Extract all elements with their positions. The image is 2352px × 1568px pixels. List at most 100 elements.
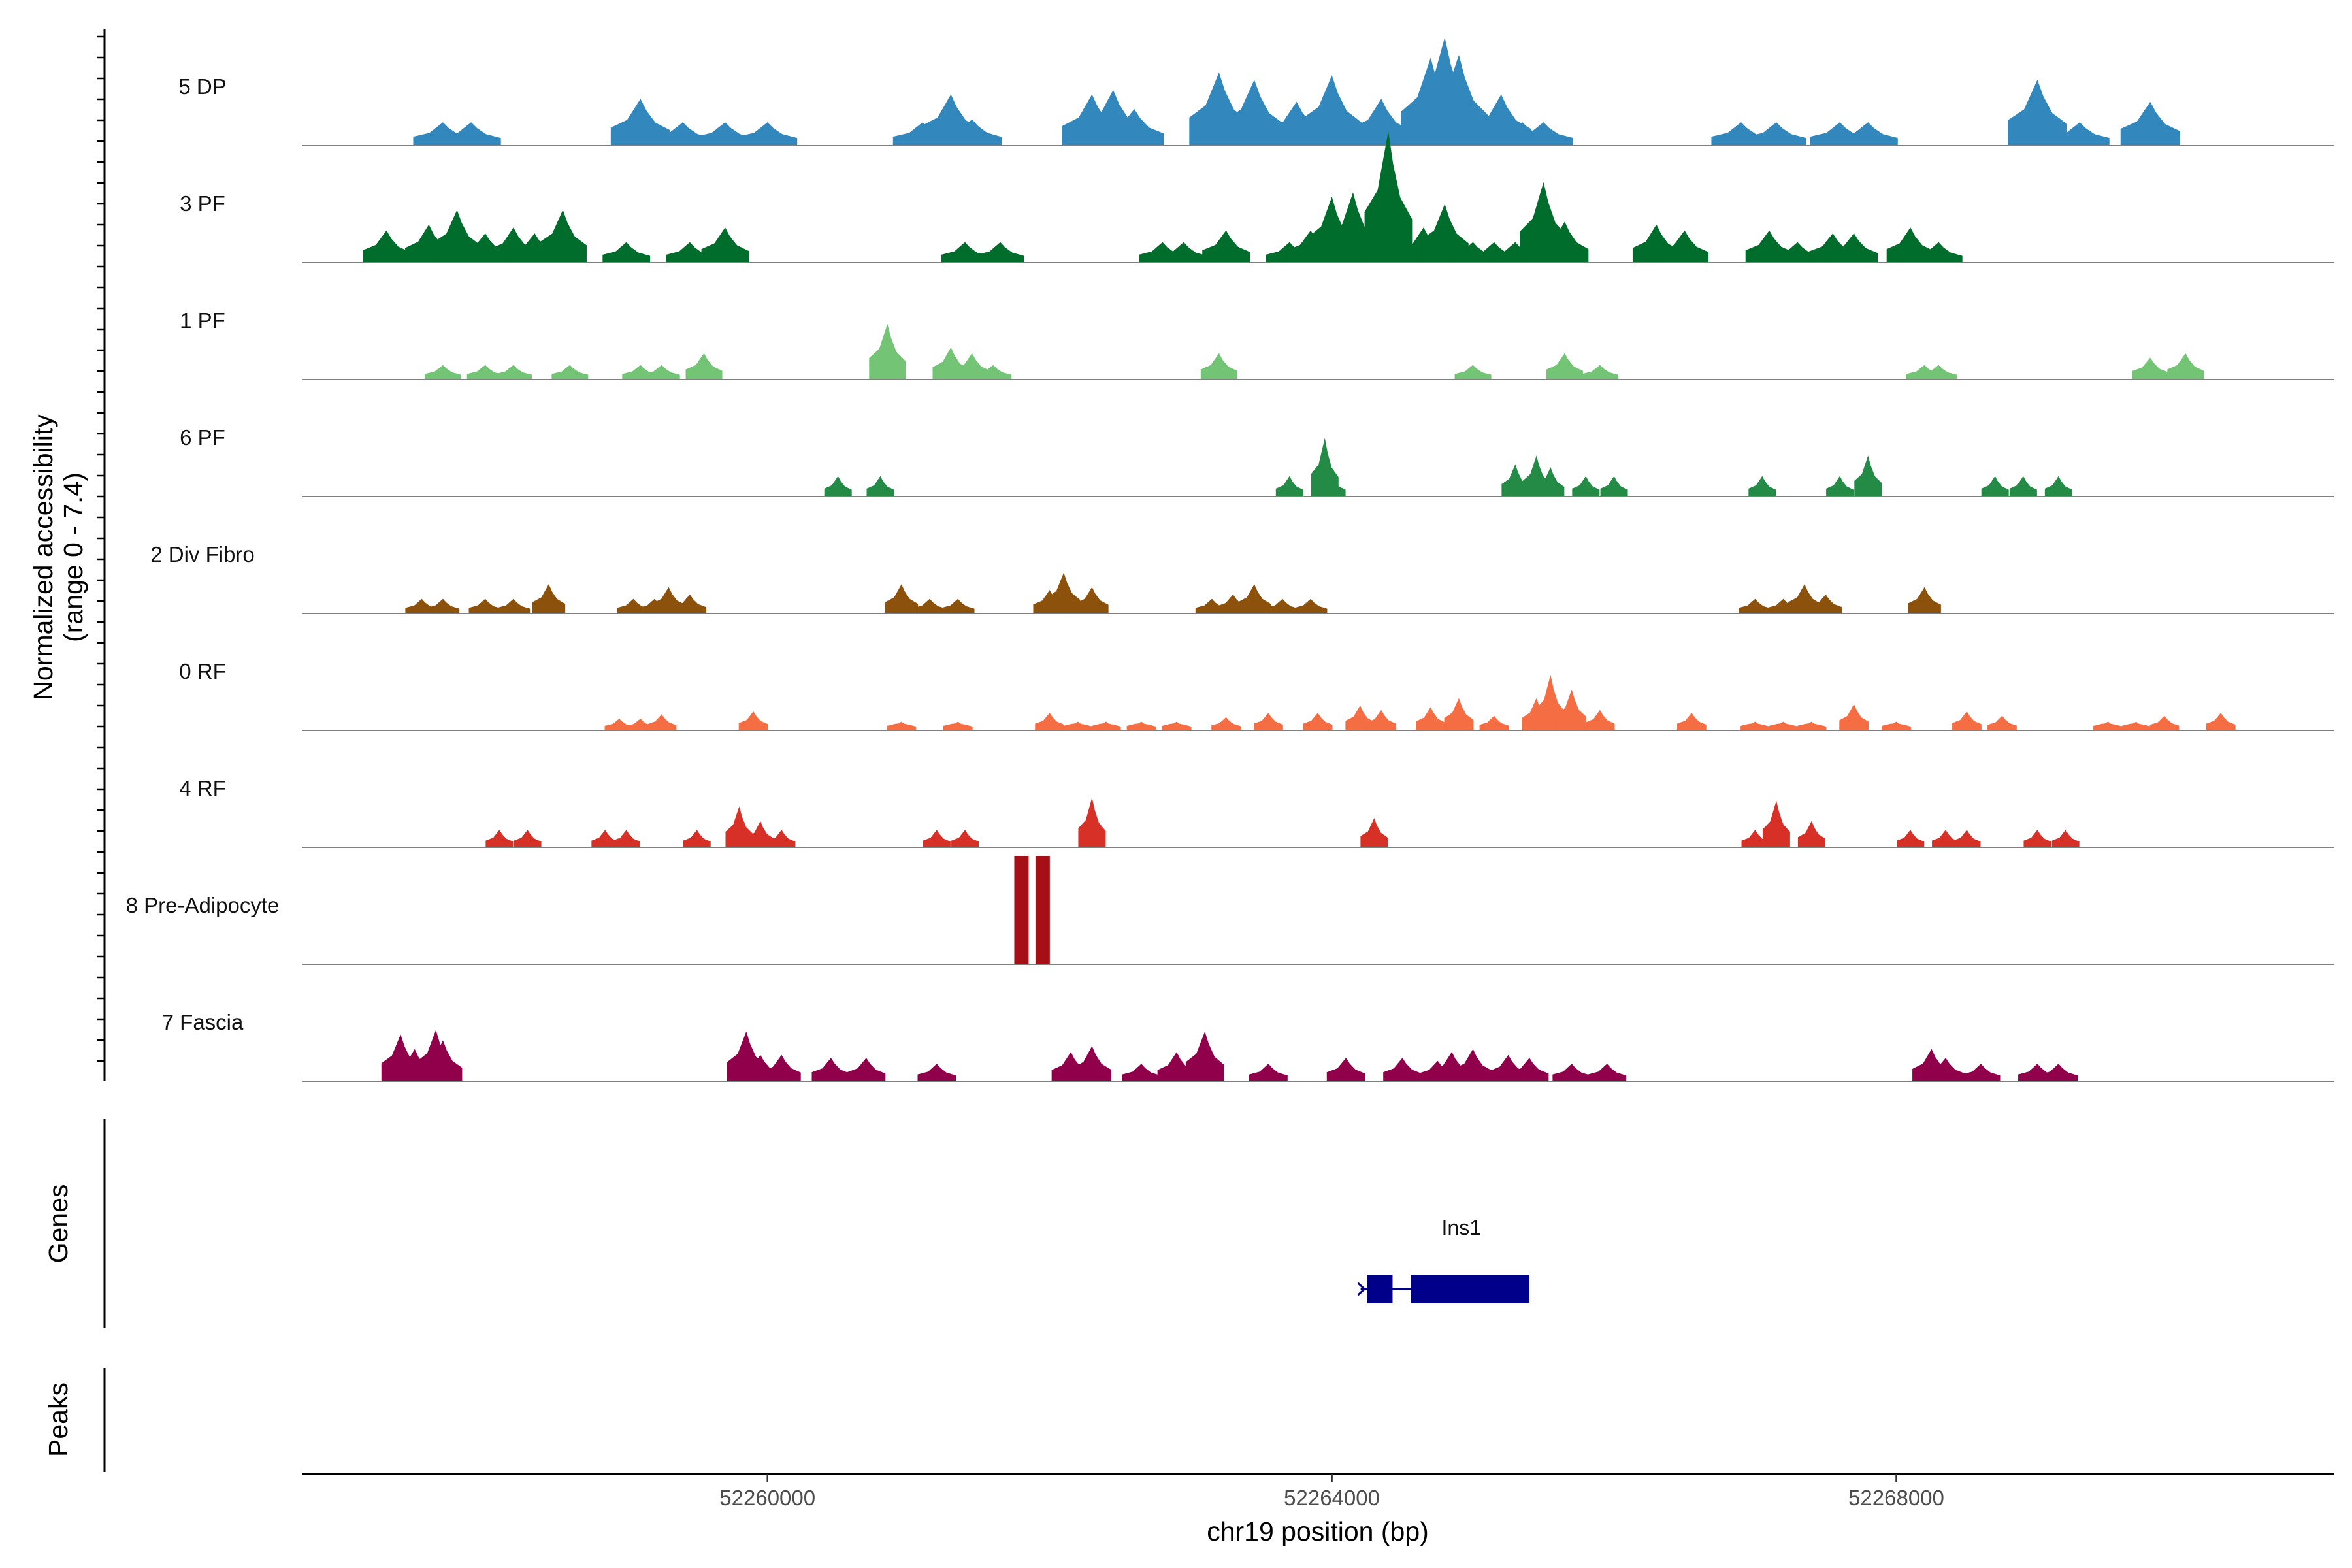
coverage-peak: [2132, 357, 2169, 380]
coverage-peak: [1797, 721, 1827, 730]
coverage-peak: [1047, 572, 1081, 613]
genes-panel: Genes Ins1: [43, 1119, 1529, 1328]
coverage-peak: [1501, 464, 1529, 497]
coverage-peak: [647, 714, 677, 730]
coverage-peak: [1588, 1064, 1627, 1081]
coverage-peak: [1572, 476, 1600, 497]
coverage-peak: [1454, 1049, 1492, 1081]
x-tick-label: 52268000: [1848, 1486, 1944, 1510]
coverage-peak: [1326, 1058, 1365, 1081]
track-6-pf: 6 PF: [180, 425, 2334, 497]
coverage-peak: [1162, 721, 1192, 730]
coverage-peak: [685, 353, 723, 380]
y-axis-range: (range 0 - 7.4): [58, 472, 88, 642]
y-axis-title: Normalized accessibility: [28, 414, 58, 700]
coverage-peak: [1200, 353, 1237, 380]
x-axis: 52260000 52264000 52268000 chr19 position …: [302, 1473, 2334, 1546]
coverage-peak: [2039, 1064, 2078, 1081]
coverage-peak: [1546, 353, 1583, 380]
coverage-peak: [468, 598, 502, 613]
coverage-peak: [824, 476, 852, 497]
coverage-peak: [1075, 587, 1109, 613]
coverage-peak: [1514, 122, 1574, 146]
coverage-peak: [1854, 455, 1882, 497]
coverage-peak: [2023, 830, 2051, 847]
coverage-peak: [497, 598, 531, 613]
coverage-peak: [1249, 1064, 1288, 1081]
coverage-peak: [1202, 230, 1250, 263]
coverage-peak: [941, 598, 975, 613]
coverage-peak: [746, 821, 774, 847]
coverage-peak: [539, 210, 587, 263]
coverage-peak: [942, 119, 1002, 146]
coverage-peak: [1961, 1064, 2001, 1081]
coverage-peak: [2149, 715, 2180, 730]
coverage-peak: [917, 1064, 956, 1081]
tracks-layer: 5 DP 3 PF 1 PF 6 PF 2 Div Fibro 0 RF 4 RF 8 Pre…: [126, 37, 2334, 1082]
coverage-peak: [1762, 800, 1790, 847]
track-5-dp: 5 DP: [178, 37, 2334, 146]
coverage-peak: [426, 598, 460, 613]
coverage-peak: [423, 1040, 463, 1081]
coverage-peak: [725, 806, 753, 847]
coverage-peak: [2120, 101, 2180, 146]
gene-label: Ins1: [1442, 1216, 1481, 1239]
coverage-peak: [441, 122, 501, 146]
coverage-peak: [2206, 713, 2236, 730]
gene-ins1: Ins1: [1357, 1216, 1529, 1303]
track-4-rf: 4 RF: [179, 776, 2334, 848]
coverage-peak: [1078, 797, 1106, 847]
coverage-peak: [2051, 830, 2080, 847]
coverage-peak: [1420, 204, 1469, 263]
coverage-peak: [1581, 365, 1618, 380]
coverage-peak: [1444, 698, 1474, 730]
coverage-peak: [1104, 108, 1164, 146]
coverage-peak: [1122, 1064, 1161, 1081]
coverage-peak: [1897, 830, 1925, 847]
coverage-peak: [1035, 856, 1050, 964]
coverage-peak: [1383, 1058, 1422, 1081]
coverage-peak: [1908, 587, 1941, 613]
track-0-rf: 0 RF: [179, 659, 2334, 731]
track-2-div-fibro: 2 Div Fibro: [150, 542, 2334, 614]
genes-panel-label: Genes: [43, 1184, 73, 1264]
coverage-peak: [2050, 122, 2110, 146]
coverage-peak: [1211, 717, 1241, 730]
coverage-peak: [1748, 476, 1776, 497]
x-tick-label: 52260000: [719, 1486, 815, 1510]
coverage-peak: [869, 323, 906, 380]
x-axis-title: chr19 position (bp): [1207, 1516, 1429, 1546]
coverage-peak: [1266, 598, 1299, 613]
coverage-peak: [2121, 721, 2151, 730]
coverage-peak: [887, 721, 917, 730]
coverage-peak: [1479, 715, 1509, 730]
coverage-peak: [1364, 131, 1413, 263]
coverage-peak: [1953, 830, 1981, 847]
coverage-peak: [1826, 476, 1854, 497]
coverage-peak: [1769, 721, 1799, 730]
coverage-peak: [602, 242, 651, 263]
coverage-peak: [1676, 713, 1707, 730]
coverage-peak: [811, 1058, 851, 1081]
coverage-peak: [2007, 80, 2067, 146]
track-7-fascia: 7 Fascia: [162, 1010, 2334, 1082]
coverage-peak: [1510, 1058, 1549, 1081]
coverage-peak: [1552, 1064, 1592, 1081]
coverage-peak: [913, 598, 947, 613]
coverage-peak: [1303, 713, 1333, 730]
coverage-peak: [2167, 353, 2204, 380]
coverage-peak: [1541, 221, 1589, 263]
coverage-peak: [1914, 242, 1963, 263]
coverage-peak: [1073, 1046, 1111, 1081]
coverage-peak: [1318, 476, 1346, 497]
coverage-peak: [1429, 54, 1489, 146]
coverage-peak: [532, 584, 566, 613]
coverage-peak: [1014, 856, 1029, 964]
coverage-peak: [1952, 711, 1982, 730]
track-1-pf: 1 PF: [180, 308, 2334, 380]
coverage-peak: [943, 721, 973, 730]
coverage-peak: [1920, 365, 1957, 380]
coverage-peak: [591, 830, 619, 847]
track-label: 6 PF: [180, 425, 225, 449]
coverage-peak: [1160, 242, 1208, 263]
